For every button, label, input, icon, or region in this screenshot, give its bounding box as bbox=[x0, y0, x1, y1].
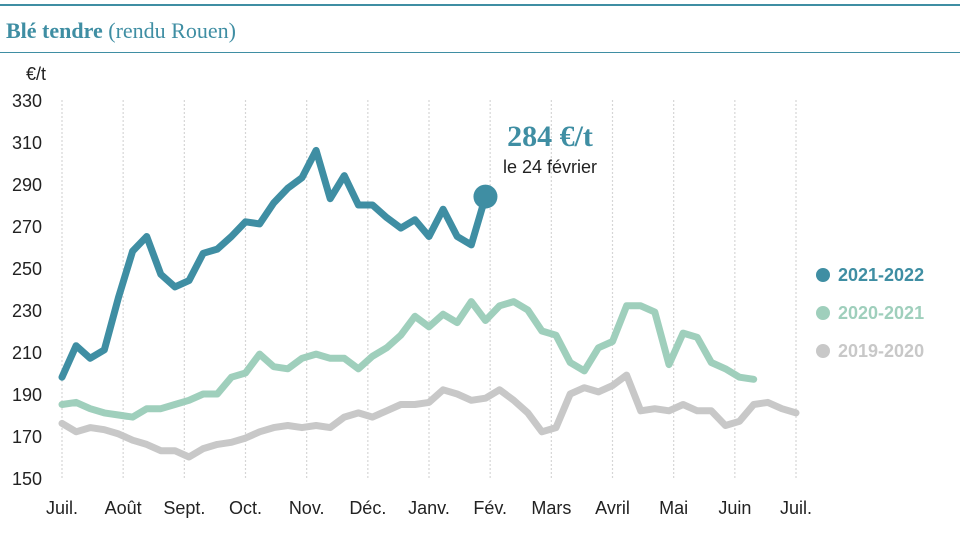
legend-item: 2019-2020 bbox=[816, 332, 924, 370]
y-tick-label: 290 bbox=[12, 175, 42, 195]
y-tick-label: 150 bbox=[12, 469, 42, 489]
x-tick-label: Juin bbox=[718, 498, 751, 518]
legend-item: 2020-2021 bbox=[816, 294, 924, 332]
x-tick-label: Juil. bbox=[780, 498, 812, 518]
legend-swatch bbox=[816, 344, 830, 358]
x-tick-label: Juil. bbox=[46, 498, 78, 518]
series-line bbox=[58, 371, 800, 461]
y-tick-label: 330 bbox=[12, 91, 42, 111]
x-tick-label: Fév. bbox=[473, 498, 507, 518]
x-tick-label: Sept. bbox=[163, 498, 205, 518]
x-tick-label: Mars bbox=[531, 498, 571, 518]
top-rule bbox=[0, 4, 960, 6]
legend-label: 2019-2020 bbox=[838, 340, 925, 361]
legend-label: 2020-2021 bbox=[838, 302, 925, 323]
legend-swatch bbox=[816, 306, 830, 320]
annotation: 284 €/t le 24 février bbox=[473, 120, 597, 209]
legend-label: 2021-2022 bbox=[838, 264, 925, 285]
series-line bbox=[58, 298, 758, 421]
y-tick-label: 190 bbox=[12, 385, 42, 405]
x-tick-label: Août bbox=[105, 498, 142, 518]
x-axis: Juil. Août Sept. Oct. Nov. Déc. Janv. Fév. Mars A… bbox=[46, 498, 812, 518]
legend: 2021-2022 2020-2021 2019-2020 bbox=[816, 256, 924, 370]
x-tick-label: Oct. bbox=[229, 498, 262, 518]
series-lines bbox=[58, 146, 800, 461]
y-tick-label: 270 bbox=[12, 217, 42, 237]
y-tick-label: 230 bbox=[12, 301, 42, 321]
series-line bbox=[58, 146, 489, 381]
legend-swatch bbox=[816, 268, 830, 282]
x-tick-label: Janv. bbox=[408, 498, 450, 518]
x-tick-label: Avril bbox=[595, 498, 630, 518]
legend-item: 2021-2022 bbox=[816, 256, 924, 294]
annotation-date: le 24 février bbox=[503, 157, 597, 177]
annotation-dot bbox=[473, 184, 498, 209]
x-tick-label: Déc. bbox=[349, 498, 386, 518]
y-unit-label: €/t bbox=[26, 64, 47, 84]
chart-title: Blé tendre (rendu Rouen) bbox=[6, 18, 236, 44]
y-tick-label: 250 bbox=[12, 259, 42, 279]
y-tick-label: 210 bbox=[12, 343, 42, 363]
y-tick-label: 170 bbox=[12, 427, 42, 447]
x-tick-label: Nov. bbox=[289, 498, 325, 518]
chart-title-sub: (rendu Rouen) bbox=[108, 18, 236, 43]
annotation-value: 284 €/t bbox=[507, 120, 593, 153]
chart-title-main: Blé tendre bbox=[6, 18, 103, 43]
x-tick-label: Mai bbox=[659, 498, 688, 518]
y-tick-label: 310 bbox=[12, 133, 42, 153]
y-axis: 150 170 190 210 230 250 270 290 310 330 bbox=[12, 91, 42, 489]
title-rule bbox=[0, 52, 960, 53]
